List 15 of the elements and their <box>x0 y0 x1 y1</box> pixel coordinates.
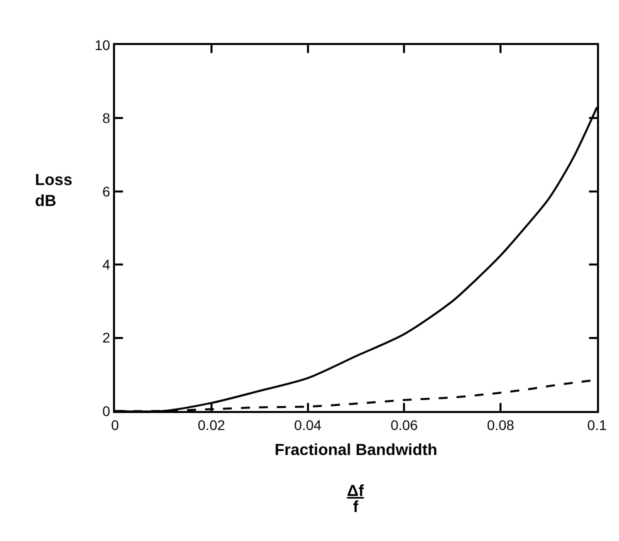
x-axis-title: Fractional Bandwidth <box>274 442 438 459</box>
y-tick-label: 0 <box>102 402 110 419</box>
x-tick-label: 0.06 <box>390 416 418 433</box>
x-tick-label: 0.08 <box>486 416 514 433</box>
text: f <box>353 499 359 516</box>
x-tick-label: 0.04 <box>294 416 322 433</box>
y-tick-label: 2 <box>102 330 110 346</box>
text: Δf <box>347 483 364 500</box>
x-tick-label: 0.1 <box>587 416 607 433</box>
y-tick-label: 10 <box>94 36 110 53</box>
x-tick-label: 0.02 <box>198 416 226 433</box>
y-tick-label: 8 <box>102 110 110 126</box>
y-tick-label: 6 <box>102 183 110 200</box>
y-axis-title: Loss dB <box>35 172 72 210</box>
y-tick-label: 4 <box>102 256 110 272</box>
